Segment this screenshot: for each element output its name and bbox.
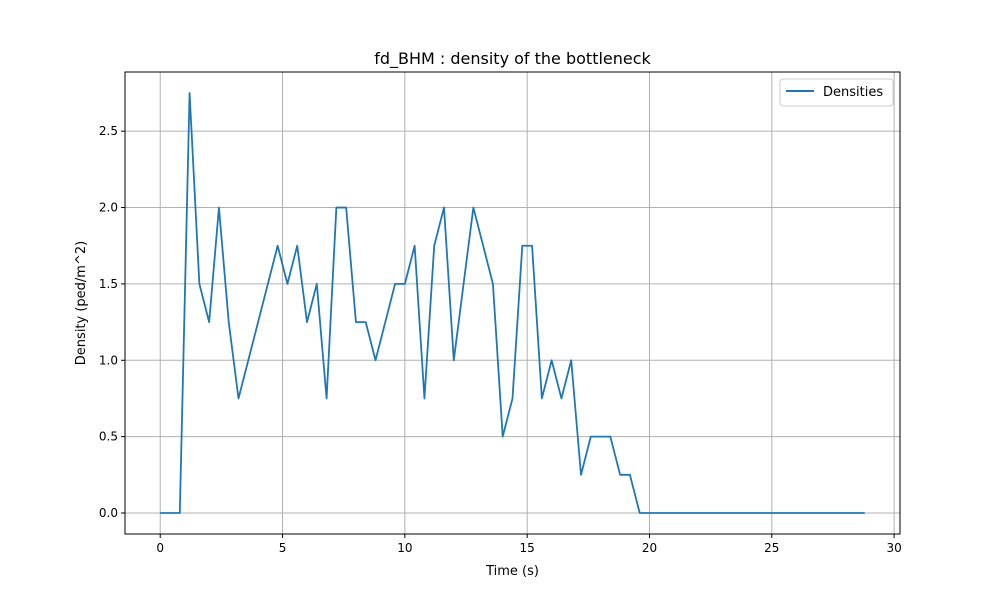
grid <box>125 72 900 534</box>
x-axis: 0 5 10 15 20 25 30 <box>156 534 902 555</box>
y-tick-label: 2.5 <box>99 124 118 138</box>
chart-title: fd_BHM : density of the bottleneck <box>374 49 651 69</box>
x-tick-label: 20 <box>642 541 657 555</box>
y-tick-label: 0.5 <box>99 430 118 444</box>
plot-frame <box>124 71 901 535</box>
x-tick-label: 0 <box>156 541 164 555</box>
y-tick-label: 2.0 <box>99 201 118 215</box>
series-layer <box>160 92 865 514</box>
legend-label-densities: Densities <box>823 85 883 100</box>
legend: Densities <box>779 78 894 107</box>
x-tick-label: 10 <box>397 541 412 555</box>
y-tick-label: 1.5 <box>99 277 118 291</box>
x-tick-label: 15 <box>520 541 535 555</box>
x-tick-label: 5 <box>279 541 287 555</box>
y-axis-title: Density (ped/m^2) <box>74 241 89 365</box>
series-line-densities <box>160 92 865 514</box>
y-tick-label: 1.0 <box>99 353 118 367</box>
x-axis-title: Time (s) <box>485 564 539 579</box>
legend-box <box>779 78 894 107</box>
x-tick-label: 30 <box>886 541 901 555</box>
y-tick-label: 0.0 <box>99 506 118 520</box>
y-axis: 0.0 0.5 1.0 1.5 2.0 2.5 <box>99 124 125 520</box>
x-tick-label: 25 <box>764 541 779 555</box>
